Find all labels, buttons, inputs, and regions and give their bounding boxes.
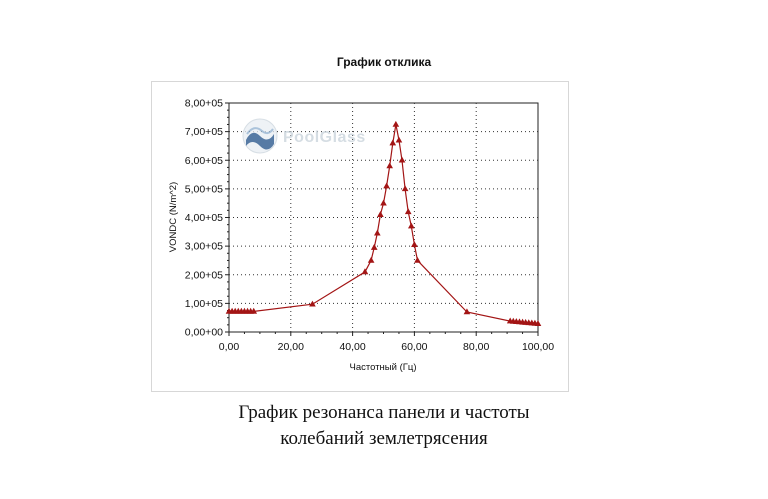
y-tick-label: 2,00+05 (185, 269, 223, 281)
x-axis-label: Частотный (Гц) (350, 362, 417, 373)
data-point (374, 229, 381, 236)
data-point (386, 162, 393, 169)
data-point (404, 208, 412, 215)
data-point (370, 243, 378, 250)
data-point (250, 307, 258, 314)
chart-title: График отклика (336, 55, 432, 69)
data-point (389, 139, 397, 146)
data-point (361, 268, 369, 275)
data-point (380, 199, 387, 206)
data-point (398, 156, 406, 163)
data-point (392, 120, 400, 127)
y-tick-label: 6,00+05 (185, 155, 223, 167)
data-point (367, 256, 375, 263)
data-point (309, 300, 316, 307)
y-tick-label: 8,00+05 (185, 98, 223, 110)
y-tick-label: 3,00+05 (185, 241, 223, 253)
response-chart: PoolGlass 0,00 20,00 40,00 60,00 80,00 100,00… (168, 98, 554, 374)
caption-line-2: колебаний землетрясения (280, 428, 488, 449)
data-point (411, 241, 418, 247)
data-point (414, 256, 421, 263)
x-tick-label: 80,00 (463, 341, 489, 353)
y-tick-label: 7,00+05 (185, 126, 223, 138)
caption-line-1: График резонанса панели и частоты (238, 402, 530, 423)
plot-area (228, 102, 539, 333)
data-point (463, 308, 471, 315)
data-point (401, 185, 409, 192)
x-tick-label: 0,00 (219, 341, 240, 353)
x-tick-label: 60,00 (401, 341, 427, 353)
axis-layer: 0,00 20,00 40,00 60,00 80,00 100,00 0,00+00 1,0… (185, 98, 554, 354)
watermark: PoolGlass (242, 118, 366, 154)
y-tick-label: 1,00+05 (185, 298, 223, 310)
chart-panel: PoolGlass 0,00 20,00 40,00 60,00 80,00 100,00… (151, 81, 569, 392)
x-tick-label: 40,00 (339, 341, 365, 353)
x-tick-label: 100,00 (522, 341, 554, 353)
y-tick-label: 0,00+00 (185, 327, 223, 339)
y-tick-label: 4,00+05 (185, 212, 223, 224)
data-point (395, 136, 403, 143)
y-tick-label: 5,00+05 (185, 183, 223, 195)
data-point (534, 320, 542, 326)
poolglass-logo-icon (242, 118, 278, 154)
data-point (383, 182, 390, 189)
x-tick-label: 20,00 (278, 341, 304, 353)
data-point (377, 211, 384, 217)
series-layer (225, 120, 542, 326)
watermark-text: PoolGlass (283, 129, 366, 146)
y-axis-label: VONDC (N/m^2) (168, 182, 179, 252)
figure-caption: График резонанса панели и частоты колеба… (0, 400, 768, 452)
data-point (407, 222, 415, 229)
